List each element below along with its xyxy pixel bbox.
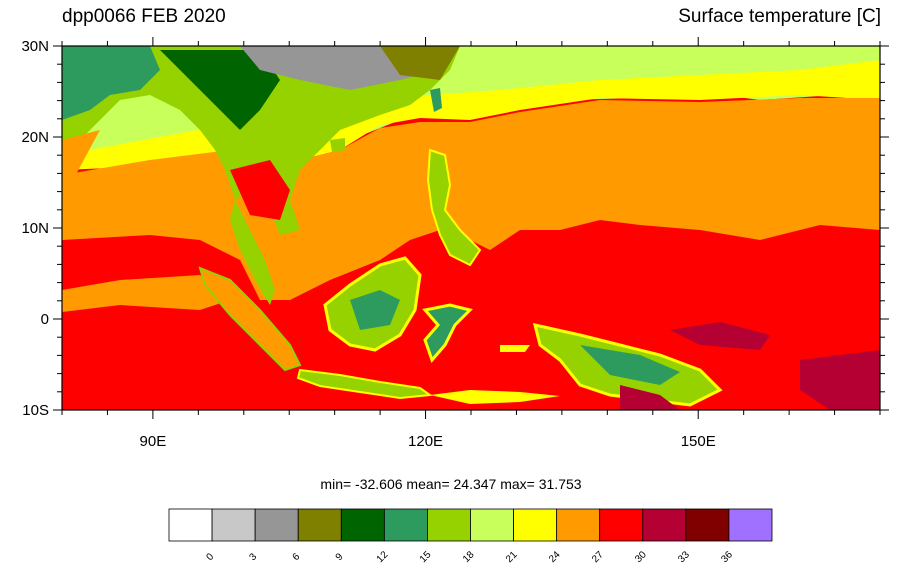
colorbar-label: 36 xyxy=(719,549,735,565)
land-hainan xyxy=(330,138,345,152)
colorbar-swatch xyxy=(297,508,342,542)
ocean-hot-patch-2 xyxy=(800,350,880,410)
colorbar-label: 18 xyxy=(461,549,477,565)
colorbar-swatch xyxy=(513,508,558,542)
stats-text: min= -32.606 mean= 24.347 max= 31.753 xyxy=(320,476,582,492)
colorbar-label: 33 xyxy=(676,549,692,565)
lat-label: 0 xyxy=(41,311,49,328)
lon-label: 120E xyxy=(408,433,443,450)
axis-ticks xyxy=(53,37,889,419)
colorbar-swatch xyxy=(211,508,256,542)
land-lesser-sunda xyxy=(430,390,560,404)
colorbar-label: 12 xyxy=(375,549,391,565)
ocean-hot-patch-1 xyxy=(670,322,770,350)
colorbar-swatch xyxy=(168,508,213,542)
lat-label: 10N xyxy=(21,220,49,237)
land-indochina-hot xyxy=(230,160,290,220)
colorbar-swatch xyxy=(642,508,687,542)
colorbar-swatch xyxy=(556,508,601,542)
land-malay-peninsula xyxy=(230,200,275,305)
ocean-band-27-west xyxy=(62,275,230,312)
land-india-south xyxy=(62,130,100,200)
plot-title-left: dpp0066 FEB 2020 xyxy=(62,6,226,27)
land-taiwan xyxy=(430,88,442,112)
colorbar-swatch xyxy=(254,508,299,542)
colorbar-label: 15 xyxy=(418,549,434,565)
colorbar-swatch xyxy=(427,508,471,542)
colorbar-swatch xyxy=(599,508,644,542)
land-asia xyxy=(62,46,460,235)
colorbar-swatch xyxy=(383,508,428,542)
lon-label: 150E xyxy=(681,433,716,450)
colorbar-swatch xyxy=(340,508,385,542)
map-field xyxy=(62,46,880,410)
colorbar-swatch xyxy=(470,508,514,542)
land-india-north xyxy=(62,46,160,120)
land-sulawesi xyxy=(422,303,473,363)
colorbar-label: 30 xyxy=(633,549,649,565)
colorbar-label: 24 xyxy=(547,549,563,565)
colorbar-swatch xyxy=(728,508,773,542)
colorbar-label: 21 xyxy=(504,549,520,565)
longitude-labels: 90E 120E 150E xyxy=(140,433,716,450)
land-philippines xyxy=(426,148,482,267)
ocean-band-27 xyxy=(62,98,880,300)
land-sumatra xyxy=(198,266,302,372)
lat-label: 30N xyxy=(21,38,49,55)
land-java xyxy=(296,368,433,400)
lat-label: 20N xyxy=(21,129,49,146)
land-new-guinea-highlands xyxy=(580,345,680,385)
latitude-labels: 30N 20N 10N 0 10S xyxy=(21,38,49,419)
ocean-hot-patch-3 xyxy=(620,385,680,410)
colorbar-label: 9 xyxy=(334,551,346,563)
colorbar-label: 0 xyxy=(204,551,216,563)
land-south-china xyxy=(380,46,460,80)
colorbar xyxy=(168,508,773,542)
land-himalaya xyxy=(160,50,280,130)
colorbar-swatch xyxy=(685,508,730,542)
colorbar-label: 27 xyxy=(590,549,606,565)
plot-title-right: Surface temperature [C] xyxy=(678,6,881,27)
colorbar-label: 3 xyxy=(248,551,260,563)
lat-label: 10S xyxy=(22,402,49,419)
land-moluccas xyxy=(500,345,530,352)
land-borneo-interior xyxy=(350,290,400,330)
colorbar-labels: 0 3 6 9 12 15 18 21 24 27 30 33 36 xyxy=(204,549,735,565)
lon-label: 90E xyxy=(140,433,167,450)
colorbar-label: 6 xyxy=(291,551,303,563)
